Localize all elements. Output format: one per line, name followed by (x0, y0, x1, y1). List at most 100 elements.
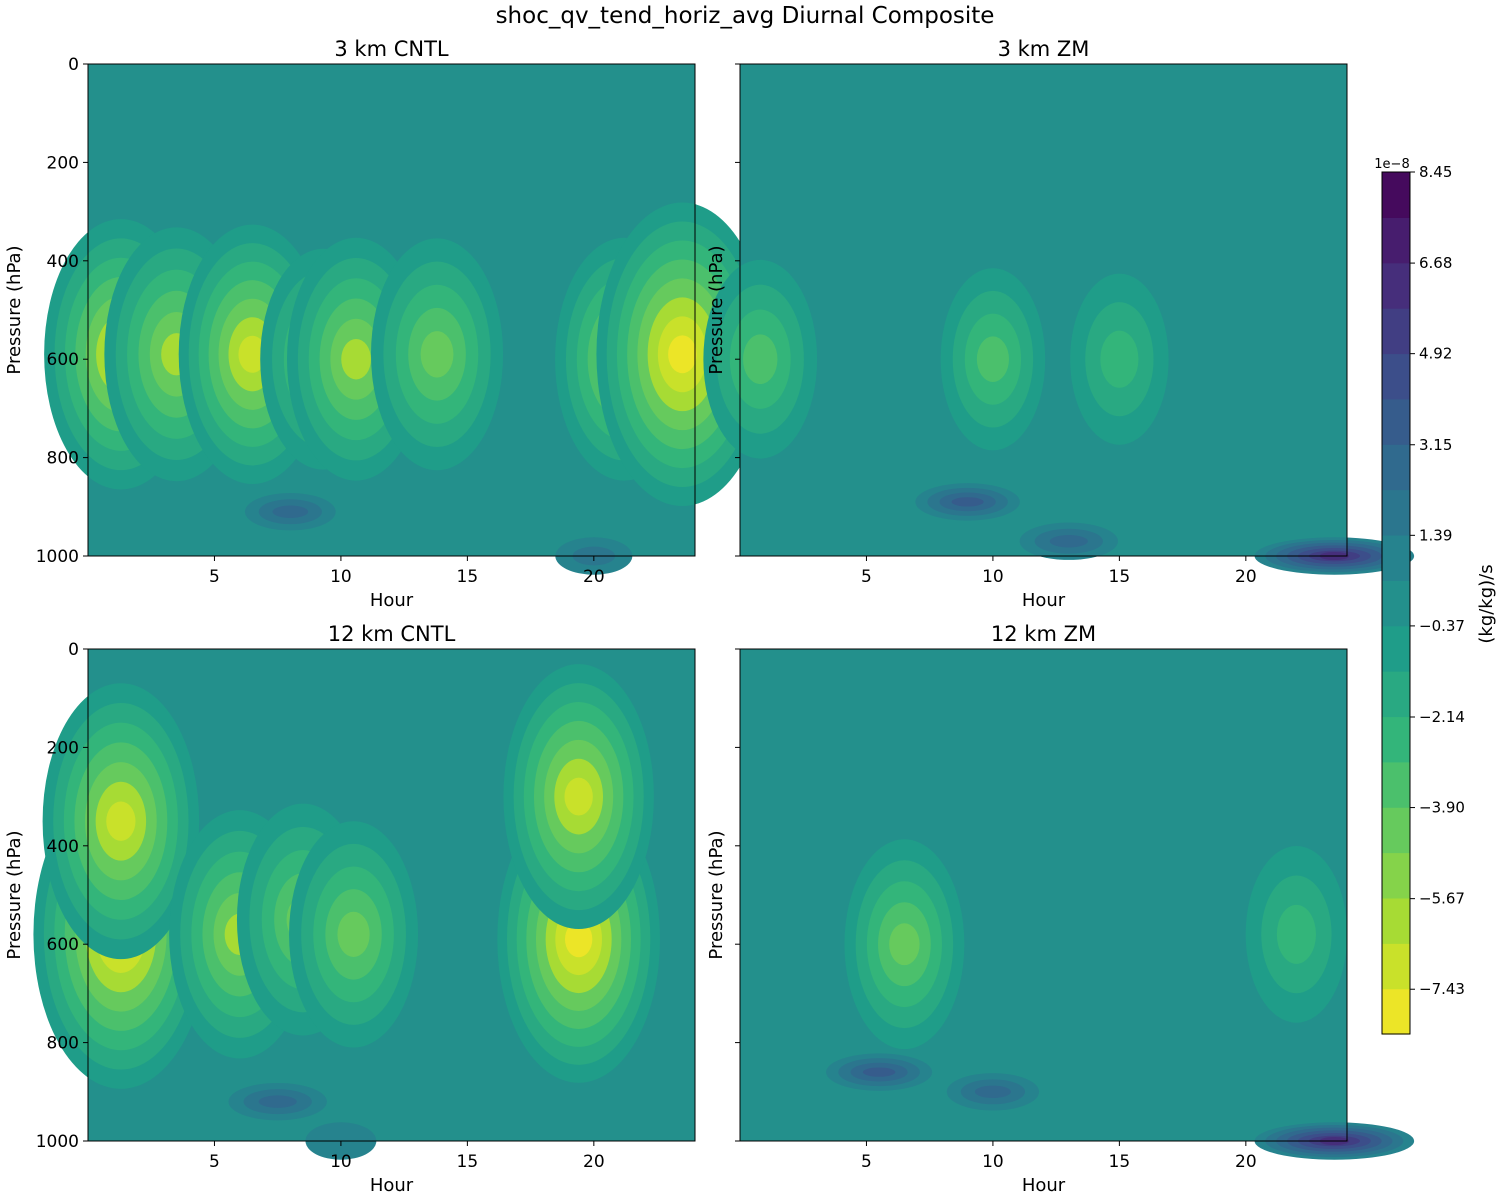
axes-frame (87, 63, 696, 557)
y-tick-label: 0 (68, 640, 79, 660)
colorbar-segment (1382, 761, 1410, 808)
colorbar-segment (1382, 852, 1410, 899)
contour-level (564, 777, 593, 816)
colorbar-segment (1382, 308, 1410, 355)
x-tick-label: 20 (583, 1152, 605, 1172)
x-tick-label: 10 (982, 1152, 1004, 1172)
panel-title: 3 km ZM (998, 37, 1090, 61)
colorbar-tick-label: −7.43 (1419, 980, 1465, 998)
panel-title: 12 km ZM (991, 622, 1096, 646)
x-tick-label: 20 (583, 567, 605, 587)
contour-level (889, 923, 920, 966)
colorbar-tick-label: −5.67 (1419, 890, 1465, 908)
x-axis-label: Hour (1022, 590, 1066, 611)
x-tick-label: 10 (330, 1152, 352, 1172)
y-tick-label: 800 (47, 449, 79, 469)
colorbar-tick-label: 4.92 (1419, 345, 1452, 363)
contour-level (337, 911, 370, 957)
contour-level (1049, 535, 1088, 548)
panel-4: 12 km ZM 5 10 15 20 Hour Pressure (hPa) (706, 622, 1415, 1196)
contour-field (740, 649, 1347, 1141)
y-tick-label: 200 (47, 153, 79, 173)
colorbar-segment (1382, 625, 1410, 672)
colorbar-tick-label: 1.39 (1419, 526, 1452, 544)
y-tick-label: 400 (47, 837, 79, 857)
axes-frame (87, 648, 696, 1142)
axes-frame (739, 648, 1348, 1142)
colorbar-tick-label: −0.37 (1419, 617, 1465, 635)
colorbar-tick-label: 3.15 (1419, 436, 1452, 454)
colorbar-segment (1382, 489, 1410, 536)
x-tick-label: 15 (1109, 1152, 1131, 1172)
colorbar-frame (1381, 171, 1411, 1035)
y-tick-label: 600 (47, 350, 79, 370)
y-tick-label: 1000 (36, 1132, 79, 1152)
axes-frame (739, 63, 1348, 557)
colorbar-label: (kg/kg)/s (1476, 564, 1497, 643)
colorbar-tick-label: −3.90 (1419, 799, 1465, 817)
colorbar-segment (1382, 353, 1410, 400)
contour-level (974, 1085, 1011, 1099)
colorbar-segment (1382, 262, 1410, 309)
y-tick-label: 1000 (36, 547, 79, 567)
colorbar-segment (1382, 217, 1410, 264)
panel-title: 3 km CNTL (334, 37, 449, 61)
colorbar-segment (1382, 534, 1410, 581)
x-tick-label: 10 (330, 567, 352, 587)
x-tick-label: 5 (861, 1152, 872, 1172)
x-axis-label: Hour (370, 1175, 414, 1196)
colorbar-segment (1382, 716, 1410, 763)
x-tick-label: 20 (1235, 1152, 1257, 1172)
contour-level (976, 336, 1009, 382)
figure-title: shoc_qv_tend_horiz_avg Diurnal Composite (496, 3, 995, 29)
colorbar-tick-label: 8.45 (1419, 163, 1452, 181)
contour-level (951, 497, 984, 507)
y-axis-label: Pressure (hPa) (706, 245, 727, 374)
y-tick-label: 800 (47, 1034, 79, 1054)
contour-level (341, 338, 371, 380)
x-axis-label: Hour (1022, 1175, 1066, 1196)
contour-level (564, 921, 593, 958)
y-axis-label: Pressure (hPa) (4, 830, 25, 959)
x-tick-label: 15 (457, 567, 479, 587)
y-tick-label: 400 (47, 252, 79, 272)
y-tick-label: 0 (68, 55, 79, 75)
colorbar-segment (1382, 943, 1410, 990)
contour-level (1276, 904, 1316, 964)
panel-2: 3 km ZM 5 10 15 20 Hour Pressure (hPa) (703, 37, 1415, 611)
y-tick-label: 200 (47, 738, 79, 758)
y-axis-label: Pressure (hPa) (4, 245, 25, 374)
contour-level (743, 334, 778, 385)
contour-level (420, 331, 454, 378)
y-tick-label: 600 (47, 935, 79, 955)
colorbar-segment (1382, 671, 1410, 718)
colorbar-exponent: 1e−8 (1374, 157, 1409, 172)
x-tick-label: 10 (982, 567, 1004, 587)
contour-level (238, 335, 267, 373)
colorbar: 1e−8 (kg/kg)/s 8.45 6.68 4.92 3.15 1.39 −0.37… (1374, 157, 1497, 1035)
colorbar-tick-label: −2.14 (1419, 708, 1465, 726)
contour-field (740, 64, 1347, 556)
colorbar-segment (1382, 897, 1410, 944)
y-axis-label: Pressure (hPa) (706, 830, 727, 959)
contour-level (258, 1095, 297, 1108)
contour-level (668, 335, 697, 374)
panel-3: 12 km CNTL 5 10 15 20 Hour 0 200 400 600 800 1000 Pr… (4, 622, 696, 1196)
x-tick-label: 15 (1109, 567, 1131, 587)
colorbar-segment (1382, 988, 1410, 1035)
x-tick-label: 5 (861, 567, 872, 587)
contour-level (272, 505, 309, 518)
colorbar-segment (1382, 444, 1410, 491)
x-tick-label: 5 (209, 1152, 220, 1172)
contour-level (862, 1067, 896, 1077)
x-axis-label: Hour (370, 590, 414, 611)
colorbar-segment (1382, 580, 1410, 627)
colorbar-segment (1382, 172, 1410, 218)
colorbar-segment (1382, 398, 1410, 445)
x-tick-label: 5 (209, 567, 220, 587)
panel-1: 3 km CNTL 5 10 15 20 Hour 0 200 400 600 800 1000 Pre… (4, 37, 769, 611)
colorbar-segment (1382, 807, 1410, 854)
x-tick-label: 15 (457, 1152, 479, 1172)
